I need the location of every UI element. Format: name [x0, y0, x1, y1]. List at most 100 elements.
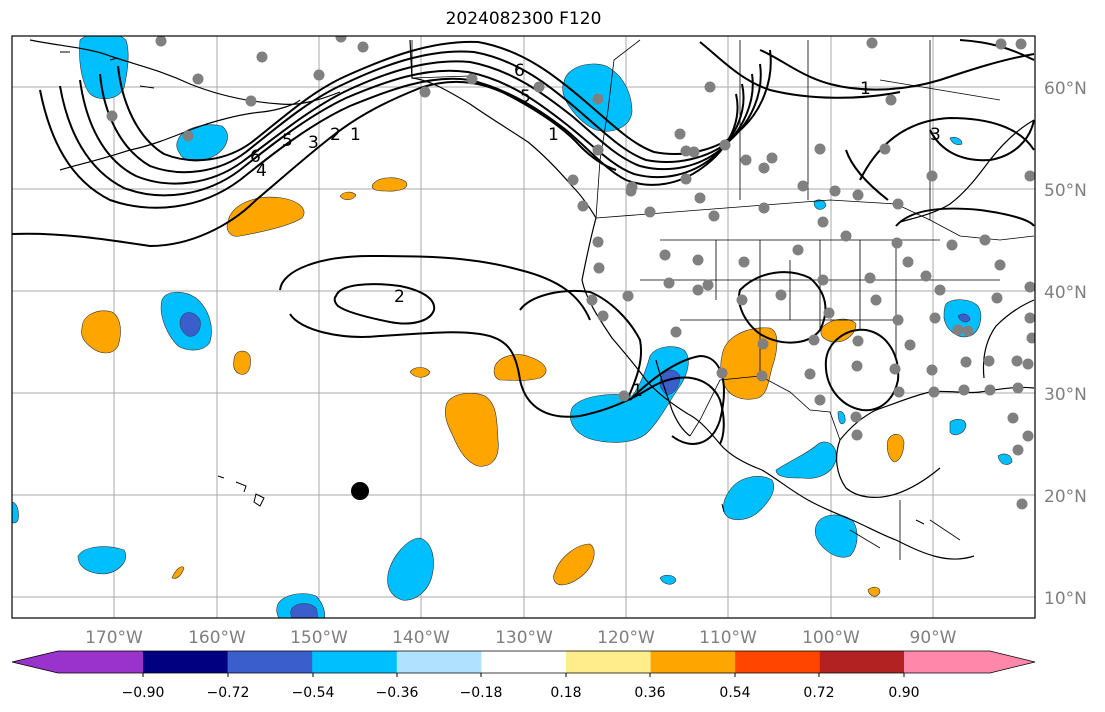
contour-label: 5	[520, 87, 531, 107]
station-dot	[852, 335, 864, 347]
colorbar-swatch	[227, 651, 313, 673]
station-dot	[817, 216, 829, 228]
contour-label: 4	[256, 161, 267, 181]
station-dot	[688, 146, 700, 158]
contour-label: 6	[514, 61, 525, 81]
station-dot	[766, 152, 778, 164]
station-dot	[586, 294, 598, 306]
station-dot	[680, 173, 692, 185]
station-dot	[694, 192, 706, 204]
colorbar-swatch	[566, 651, 652, 673]
station-dot	[792, 244, 804, 256]
station-dot	[757, 338, 769, 350]
station-dot	[1012, 444, 1024, 456]
station-dot	[829, 185, 841, 197]
contour-label: 3	[308, 133, 319, 153]
colorbar-extend-right	[990, 651, 1035, 673]
lon-label: 130°W	[495, 628, 553, 648]
station-dot	[934, 284, 946, 296]
station-dot	[870, 294, 882, 306]
station-dot	[775, 289, 787, 301]
contour-label: 5	[282, 131, 293, 151]
lat-label: 60°N	[1044, 79, 1087, 99]
station-dot	[758, 202, 770, 214]
longitude-labels: 170°W 160°W 150°W 140°W 130°W 120°W 110°…	[85, 628, 957, 648]
lat-label: 40°N	[1044, 283, 1087, 303]
station-dot	[823, 307, 835, 319]
islands	[60, 51, 925, 525]
station-dot	[1016, 498, 1028, 510]
station-markers	[106, 36, 1035, 510]
coastlines	[29, 39, 1035, 560]
station-dot	[577, 200, 589, 212]
station-dot	[1007, 412, 1019, 424]
station-dot	[920, 270, 932, 282]
lon-label: 170°W	[85, 628, 143, 648]
lon-label: 140°W	[392, 628, 450, 648]
station-dot	[904, 339, 916, 351]
station-dot	[1015, 38, 1027, 50]
station-dot	[644, 206, 656, 218]
station-dot	[155, 36, 167, 47]
station-dot	[850, 411, 862, 423]
colorbar-swatch	[58, 651, 143, 673]
station-dot	[592, 144, 604, 156]
station-dot	[866, 37, 878, 49]
contour-label-group: 6 5 4 3 2 1 6 5 2 1 3 1 1	[250, 61, 941, 401]
contours	[12, 39, 1035, 445]
station-dot	[1022, 358, 1034, 370]
colorbar-tick-label: 0.90	[888, 685, 919, 701]
station-dot	[680, 145, 692, 157]
lon-label: 100°W	[802, 628, 860, 648]
colorbar-swatch	[650, 651, 736, 673]
station-dot	[567, 174, 579, 186]
station-dot	[719, 139, 731, 151]
station-dot	[692, 254, 704, 266]
station-dot	[1011, 355, 1023, 367]
station-dot	[256, 51, 268, 63]
lon-label: 110°W	[699, 628, 757, 648]
station-dot	[708, 210, 720, 222]
station-dot	[808, 334, 820, 346]
colorbar-tick-label: −0.54	[292, 685, 335, 701]
station-dot	[952, 324, 964, 336]
station-dot	[984, 384, 996, 396]
station-dot	[419, 86, 431, 98]
station-dot	[466, 73, 478, 85]
latitude-labels: 60°N 50°N 40°N 30°N 20°N 10°N	[1044, 79, 1087, 609]
colorbar-swatch	[143, 651, 229, 673]
station-dot	[533, 81, 545, 93]
station-dot	[991, 292, 1003, 304]
station-dot	[756, 370, 768, 382]
colorbar-tick-label: 0.54	[719, 685, 750, 701]
station-dot	[797, 180, 809, 192]
colorbar-tick-labels: −0.90 −0.72 −0.54 −0.36 −0.18 0.18 0.36 …	[122, 685, 920, 701]
station-dot	[182, 130, 194, 142]
station-dot	[891, 237, 903, 249]
lon-label: 160°W	[188, 628, 246, 648]
station-dot	[597, 310, 609, 322]
colorbar-swatch	[396, 651, 482, 673]
station-dot	[892, 198, 904, 210]
colorbar-tick-label: −0.72	[207, 685, 250, 701]
station-dot	[929, 312, 941, 324]
station-dot	[958, 384, 970, 396]
contour-label: 3	[930, 125, 941, 145]
station-dot	[1026, 332, 1035, 344]
lat-label: 10°N	[1044, 589, 1087, 609]
station-dot	[946, 239, 958, 251]
station-dot	[902, 256, 914, 268]
station-dot	[814, 143, 826, 155]
graticule	[12, 36, 1035, 618]
colorbar-tick-label: −0.90	[122, 685, 165, 701]
station-dot	[659, 249, 671, 261]
station-dot	[892, 314, 904, 326]
blue-anomalies	[12, 36, 1013, 618]
contour-label: 1	[632, 381, 643, 401]
station-dot	[926, 364, 938, 376]
station-dot	[814, 394, 826, 406]
station-dot	[804, 368, 816, 380]
station-dot	[625, 185, 637, 197]
colorbar-swatch	[904, 651, 990, 673]
colorbar-tick-label: −0.36	[376, 685, 419, 701]
